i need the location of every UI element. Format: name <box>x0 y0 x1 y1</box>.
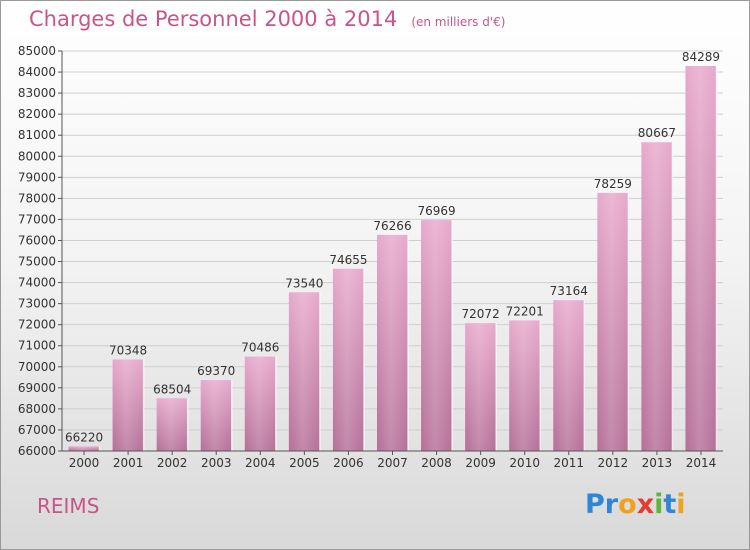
axes-group: 66000 67000 68000 69000 70000 71000 72000 73000… <box>18 44 723 470</box>
y-tick-label: 72000 <box>18 318 56 332</box>
y-tick-label: 80000 <box>18 149 56 163</box>
logo-letter: t <box>663 489 677 520</box>
y-tick-label: 71000 <box>18 339 56 353</box>
value-label: 74655 <box>329 253 367 267</box>
logo-letter: P <box>585 489 605 520</box>
y-tick-label: 81000 <box>18 128 56 142</box>
y-tick-label: 66000 <box>18 444 56 458</box>
chart-title: Charges de Personnel 2000 à 2014 (en mill… <box>29 7 505 31</box>
bar-shine <box>685 65 717 452</box>
bar-shine <box>288 292 320 451</box>
y-tick-label: 79000 <box>18 170 56 184</box>
y-tick-label: 82000 <box>18 107 56 121</box>
bar-shine <box>377 234 408 451</box>
bar-shine <box>509 320 541 451</box>
logo-letter: i <box>676 489 686 520</box>
y-tick-label: 76000 <box>18 233 56 247</box>
y-tick-label: 75000 <box>18 255 56 269</box>
y-tick-label: 67000 <box>18 423 56 437</box>
bar-shine <box>156 398 188 451</box>
bar-shine <box>421 220 453 451</box>
bar-shine <box>68 446 100 451</box>
x-tick-label: 2013 <box>642 456 673 470</box>
y-tick-label: 70000 <box>18 360 56 374</box>
value-label: 68504 <box>153 382 191 396</box>
x-tick-label: 2000 <box>69 456 100 470</box>
y-tick-label: 68000 <box>18 402 56 416</box>
x-tick-label: 2011 <box>553 456 584 470</box>
bar-shine <box>200 380 232 451</box>
bar-shine <box>597 192 629 452</box>
bar-shine <box>465 323 497 451</box>
x-tick-label: 2008 <box>421 456 452 470</box>
city-name: REIMS <box>37 494 100 518</box>
y-tick-label: 74000 <box>18 276 56 290</box>
bar-shine <box>553 300 585 451</box>
value-label: 73540 <box>285 276 323 290</box>
logo-letter: o <box>618 489 637 520</box>
value-label: 78259 <box>594 177 632 191</box>
value-label: 72072 <box>462 307 500 321</box>
y-tick-label: 77000 <box>18 212 56 226</box>
x-tick-label: 2009 <box>465 456 496 470</box>
logo-letter: r <box>604 489 619 520</box>
chart-subtitle: (en milliers d'€) <box>411 15 506 29</box>
logo-letter: x <box>636 489 655 520</box>
bar-shine <box>244 356 276 451</box>
x-tick-label: 2005 <box>289 456 320 470</box>
logo-letter: i <box>654 489 664 520</box>
x-tick-label: 2003 <box>201 456 232 470</box>
chart-title-text: Charges de Personnel 2000 à 2014 <box>29 7 398 31</box>
value-label: 72201 <box>506 304 544 318</box>
value-label: 70348 <box>109 343 147 357</box>
value-label: 84289 <box>682 50 720 64</box>
y-tick-label: 78000 <box>18 191 56 205</box>
x-tick-label: 2012 <box>598 456 629 470</box>
bar-shine <box>641 142 673 451</box>
value-label: 70486 <box>241 341 279 355</box>
x-tick-label: 2006 <box>333 456 364 470</box>
y-tick-label: 73000 <box>18 297 56 311</box>
y-tick-label: 84000 <box>18 65 56 79</box>
value-label: 76969 <box>417 204 455 218</box>
y-tick-label: 69000 <box>18 381 56 395</box>
value-label: 73164 <box>550 284 588 298</box>
y-tick-label: 83000 <box>18 86 56 100</box>
value-label: 66220 <box>65 430 103 444</box>
bars-group <box>68 65 718 452</box>
x-tick-label: 2004 <box>245 456 276 470</box>
bar-shine <box>112 359 144 451</box>
x-tick-label: 2010 <box>509 456 540 470</box>
value-label: 76266 <box>373 219 411 233</box>
x-tick-label: 2014 <box>686 456 717 470</box>
y-tick-label: 85000 <box>18 44 56 58</box>
labels-group: 66220 70348 68504 69370 70486 73540 74655 76266… <box>65 50 720 444</box>
x-tick-label: 2001 <box>113 456 144 470</box>
x-tick-label: 2007 <box>377 456 408 470</box>
value-label: 80667 <box>638 126 676 140</box>
proxiti-logo[interactable]: Proxiti <box>585 489 686 520</box>
value-label: 69370 <box>197 364 235 378</box>
bar-shine <box>332 268 364 451</box>
x-tick-label: 2002 <box>157 456 188 470</box>
